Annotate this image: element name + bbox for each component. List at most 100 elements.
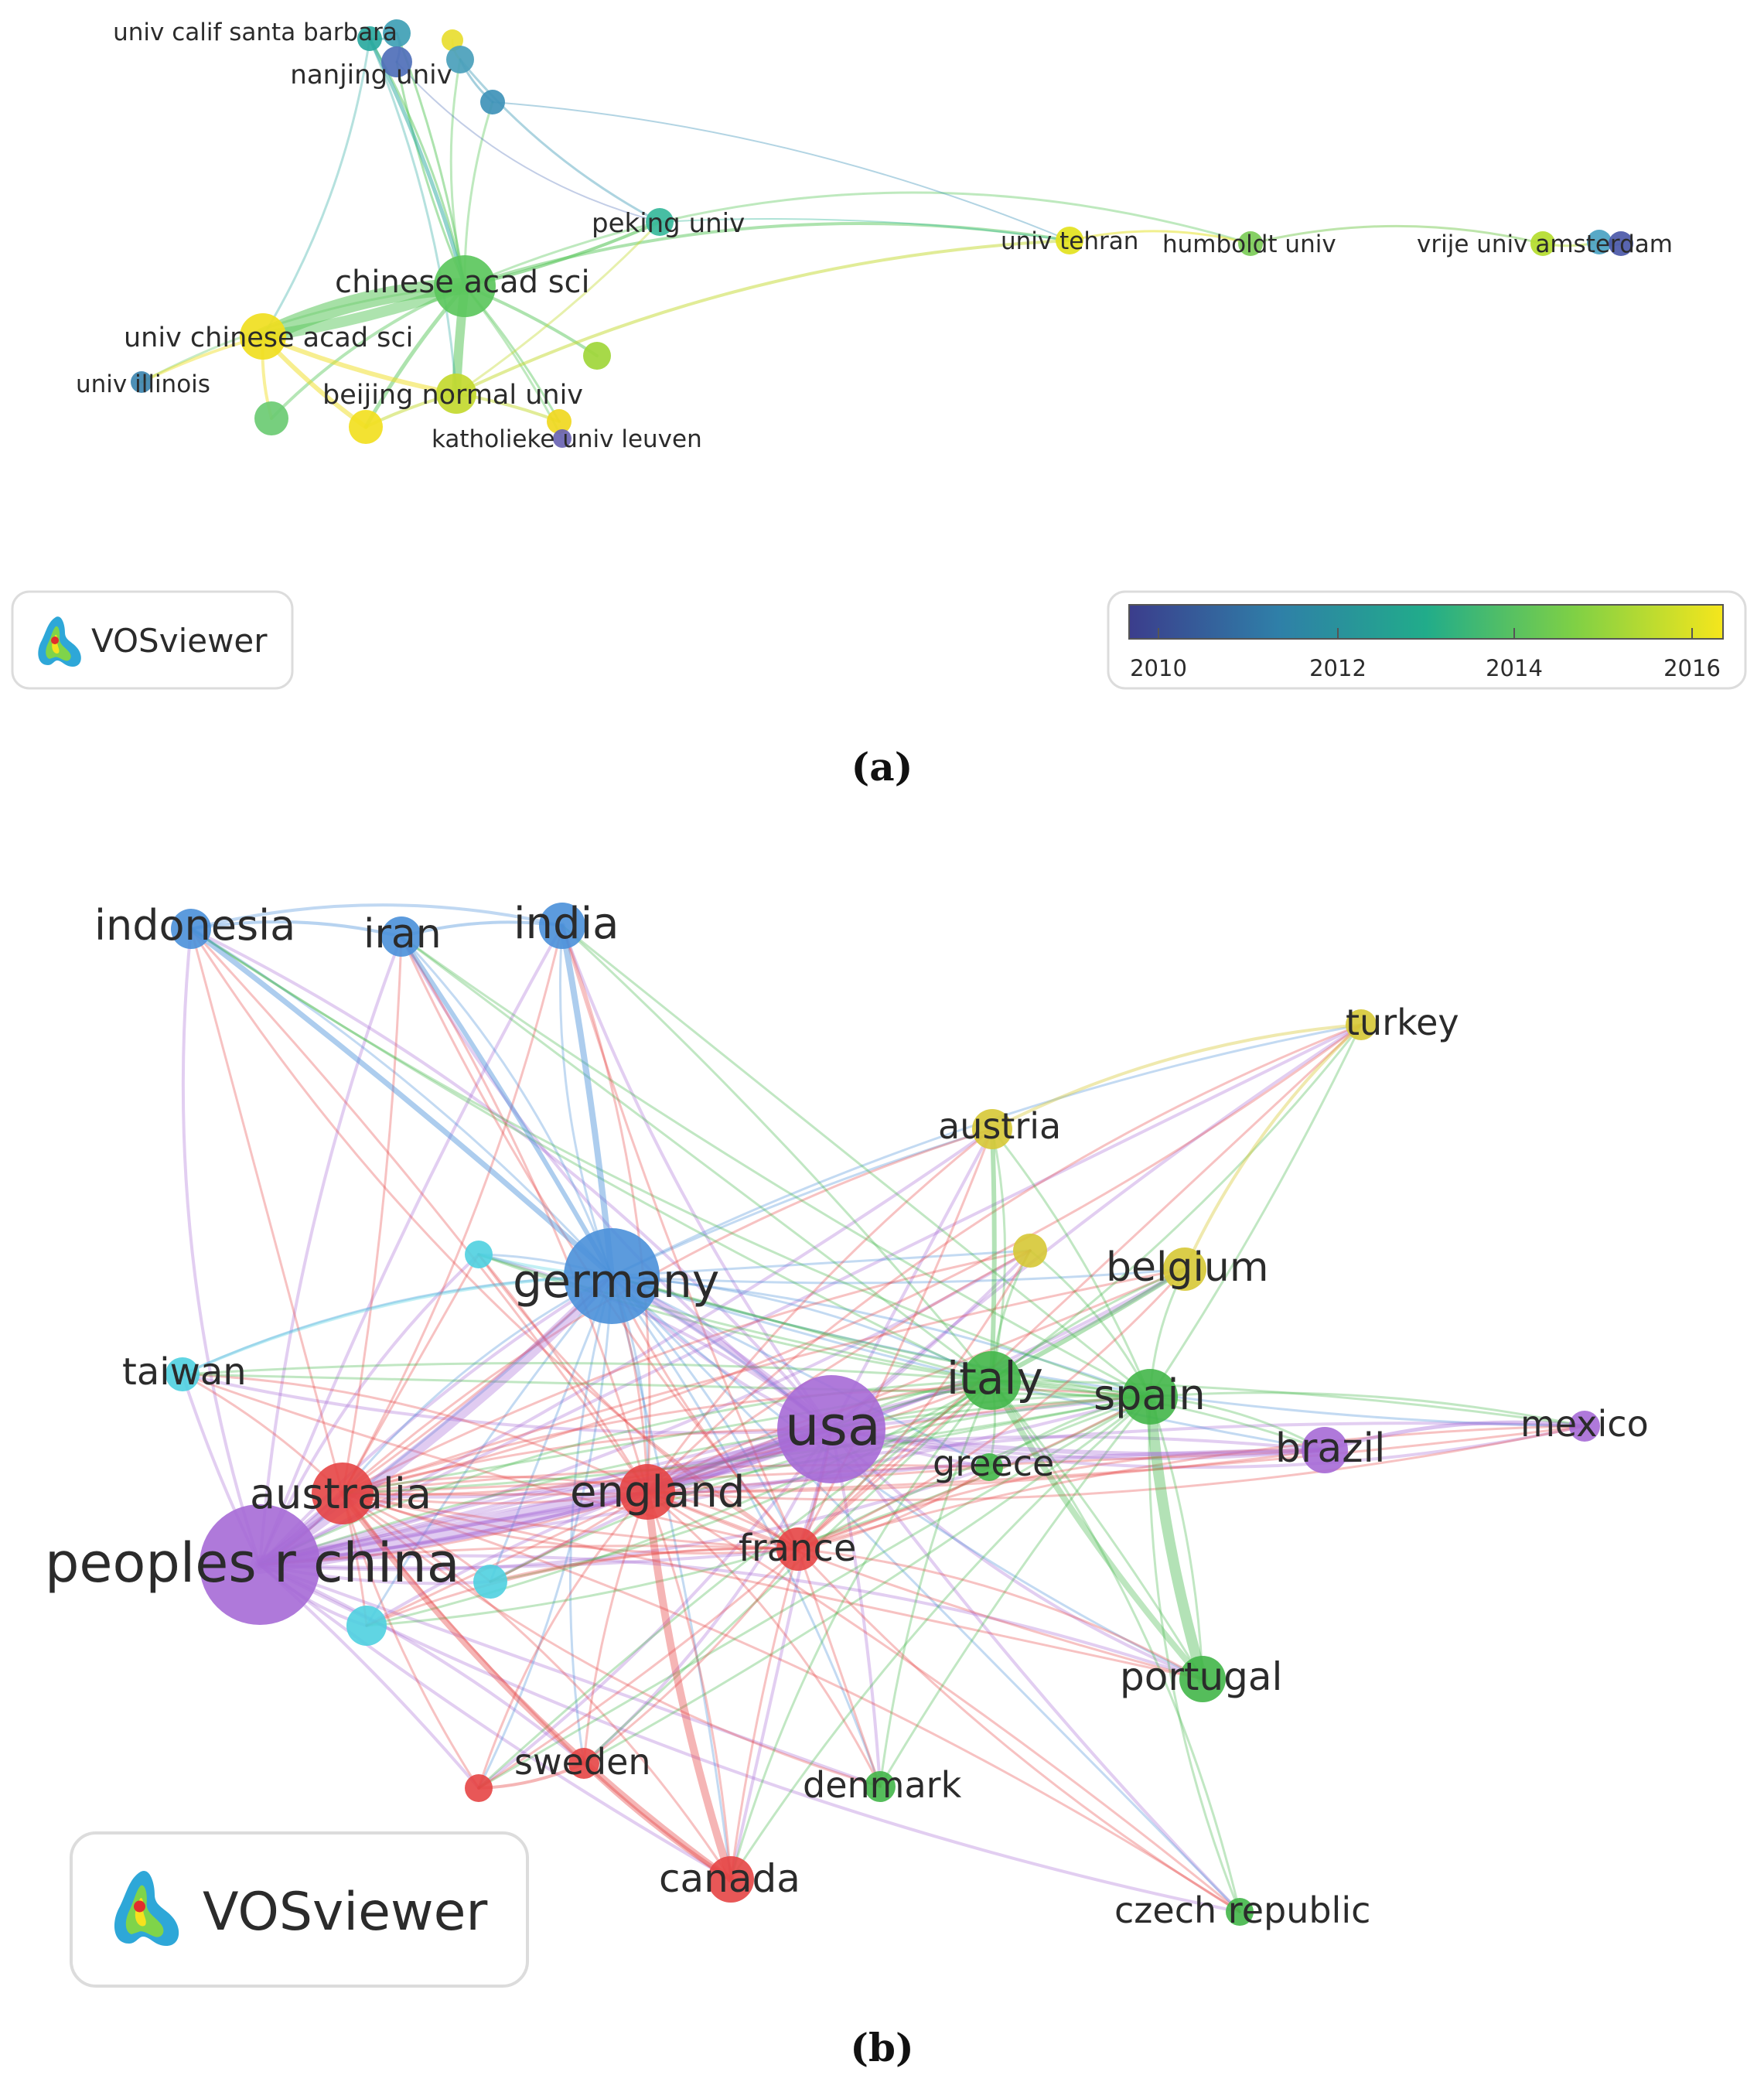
- b-node-peoples-r-china[interactable]: [200, 1504, 320, 1625]
- a-node-beijing-normal-univ[interactable]: [436, 374, 476, 414]
- b-node-italy[interactable]: [962, 1351, 1021, 1410]
- a-node-unlabeled-5[interactable]: [480, 90, 505, 114]
- b-link-200: [797, 1395, 1152, 1551]
- b-link-36: [181, 1373, 833, 1435]
- b-node-england[interactable]: [619, 1464, 675, 1520]
- b-link-163: [400, 935, 1152, 1398]
- a-node-unlabeled-13[interactable]: [349, 410, 383, 444]
- b-node-australia[interactable]: [312, 1463, 374, 1524]
- b-label-usa: usa: [785, 1394, 881, 1458]
- b-link-124: [341, 1490, 649, 1505]
- b-link-165: [1148, 1023, 1363, 1398]
- a-node-unlabeled-11[interactable]: [583, 342, 611, 370]
- b-node-greece[interactable]: [975, 1453, 1003, 1481]
- a-node-univ-tehran[interactable]: [1056, 227, 1083, 254]
- b-link-52: [729, 1428, 833, 1881]
- b-node-portugal[interactable]: [1179, 1656, 1226, 1702]
- network-b-links: [181, 903, 1587, 1913]
- a-node-unlabeled-3[interactable]: [442, 29, 463, 51]
- b-node-brazil[interactable]: [1302, 1427, 1348, 1473]
- a-label-univ-calif-santa-barbara: univ calif santa barbara: [113, 19, 397, 46]
- b-node-austria[interactable]: [972, 1109, 1012, 1149]
- b-node-turkey[interactable]: [1346, 1009, 1377, 1040]
- b-link-214: [729, 1548, 800, 1881]
- a-node-chinese-acad-sci[interactable]: [434, 255, 496, 317]
- a-node-univ-illinois[interactable]: [131, 371, 152, 393]
- b-link-121: [341, 1463, 991, 1495]
- b-node-sweden[interactable]: [568, 1748, 599, 1779]
- a-node-katholieke-univ-leuven[interactable]: [553, 429, 572, 448]
- b-link-133: [341, 1492, 732, 1881]
- b-link-205: [341, 1492, 800, 1551]
- b-node-canada[interactable]: [708, 1856, 754, 1903]
- b-link-26: [258, 1563, 1241, 1913]
- b-label-denmark: denmark: [803, 1764, 962, 1806]
- vosviewer-logo-box: VOSviewer: [11, 590, 294, 690]
- b-link-152: [797, 1379, 993, 1551]
- b-node-unlabeled-20[interactable]: [473, 1565, 507, 1599]
- b-node-indonesia[interactable]: [171, 909, 211, 949]
- b-link-199: [797, 1379, 993, 1551]
- b-label-turkey: turkey: [1346, 1002, 1459, 1043]
- a-node-unlabeled-4[interactable]: [446, 46, 474, 73]
- b-link-210: [797, 1548, 1204, 1681]
- b-link-239: [181, 1275, 613, 1376]
- b-link-58: [610, 1128, 994, 1278]
- a-node-unlabeled-12[interactable]: [254, 401, 288, 435]
- b-link-96: [646, 1425, 1586, 1502]
- b-node-unlabeled-5[interactable]: [1013, 1234, 1047, 1268]
- b-node-czech-republic[interactable]: [1226, 1898, 1254, 1926]
- b-node-belgium[interactable]: [1163, 1247, 1206, 1291]
- a-link-24: [455, 239, 1071, 395]
- a-node-univ-chinese-acad-sci[interactable]: [240, 313, 286, 360]
- b-link-123: [341, 1425, 1586, 1496]
- a-node-peking-univ[interactable]: [646, 208, 674, 236]
- b-link-233: [1322, 1420, 1587, 1452]
- b-node-unlabeled-21[interactable]: [346, 1606, 387, 1646]
- a-node-humboldt-univ[interactable]: [1238, 231, 1263, 256]
- b-link-204: [797, 1425, 1586, 1551]
- b-link-217: [254, 1271, 617, 1570]
- b-link-189: [189, 927, 800, 1551]
- b-node-mexico[interactable]: [1569, 1411, 1600, 1442]
- b-node-taiwan[interactable]: [165, 1357, 200, 1391]
- b-node-unlabeled-24[interactable]: [465, 1774, 493, 1802]
- a-node-univ-calif-santa-barbara[interactable]: [383, 19, 411, 47]
- b-link-166: [991, 1128, 1152, 1398]
- b-node-usa[interactable]: [777, 1375, 885, 1483]
- b-link-24: [258, 1563, 882, 1788]
- b-link-105: [646, 1490, 882, 1788]
- b-link-60: [610, 1268, 1186, 1285]
- b-node-denmark[interactable]: [865, 1771, 896, 1802]
- caption-b: (b): [850, 2025, 914, 2070]
- a-node-unlabeled-20[interactable]: [1609, 231, 1633, 256]
- b-link-184: [582, 1395, 1152, 1765]
- b-link-82: [400, 935, 649, 1493]
- b-link-154: [489, 1379, 993, 1583]
- b-link-109: [341, 935, 403, 1495]
- a-node-unlabeled-19[interactable]: [1587, 230, 1612, 254]
- b-node-iran[interactable]: [381, 916, 421, 957]
- b-node-india[interactable]: [539, 903, 585, 949]
- b-link-160: [729, 1379, 993, 1881]
- b-link-102: [646, 1490, 1204, 1681]
- b-node-spain[interactable]: [1122, 1369, 1178, 1425]
- a-node-unlabeled-2[interactable]: [357, 26, 382, 51]
- b-link-192: [797, 1023, 1363, 1551]
- b-link-68: [610, 1275, 1586, 1428]
- country-collaboration-network: indonesia iran india turkey austria belgium ge…: [45, 899, 1649, 1988]
- b-link-236: [1183, 1023, 1363, 1271]
- b-node-unlabeled-7[interactable]: [465, 1241, 493, 1268]
- b-link-106: [646, 1490, 732, 1881]
- color-scale-ticks: 2010 2012 2014 2016: [1130, 628, 1721, 681]
- b-node-france[interactable]: [776, 1527, 820, 1571]
- b-link-3: [258, 1023, 1363, 1566]
- a-node-unlabeled-14[interactable]: [547, 409, 572, 434]
- b-link-103: [582, 1490, 649, 1765]
- a-node-vrije-univ-amsterdam[interactable]: [1530, 231, 1555, 256]
- b-link-55: [400, 935, 613, 1278]
- b-node-germany[interactable]: [564, 1228, 660, 1324]
- b-link-228: [988, 1377, 1206, 1682]
- a-node-nanjing-univ[interactable]: [381, 46, 412, 77]
- b-link-194: [797, 1249, 1032, 1551]
